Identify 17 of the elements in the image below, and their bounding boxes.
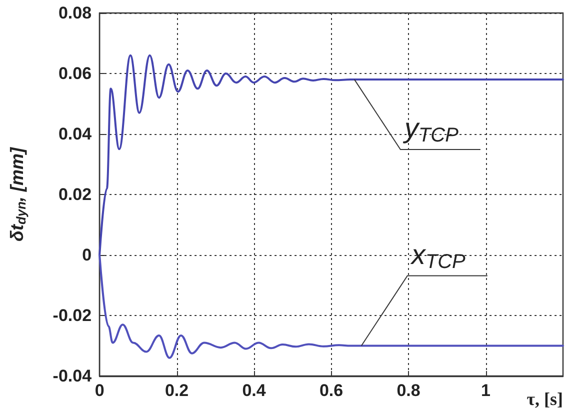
x-axis-title: τ, [s] [526,389,563,408]
x-tick-label: 0 [94,381,104,400]
y-axis-title: δtdyn, [mm] [7,146,29,242]
y-tick-label: 0.08 [58,4,92,22]
y-tick-label: -0.04 [52,366,92,386]
y-tick-label: 0.04 [58,124,92,144]
x-tick-label: 0.2 [164,381,189,400]
text: x$_{TCP}$ [409,238,466,273]
y-tick-label: 0 [82,246,92,264]
x-tick-label: 0.4 [242,381,266,400]
x-tick-label: 0.6 [319,381,344,400]
x-tick-label: 0.8 [396,381,420,400]
series-label: y$_{TCP}$ [402,112,460,147]
y-tick-label: -0.02 [52,306,92,325]
y-tick-label: 0.06 [58,64,92,83]
y-tick-label: 0.02 [58,185,92,204]
x-tick-label: 1 [481,381,490,400]
